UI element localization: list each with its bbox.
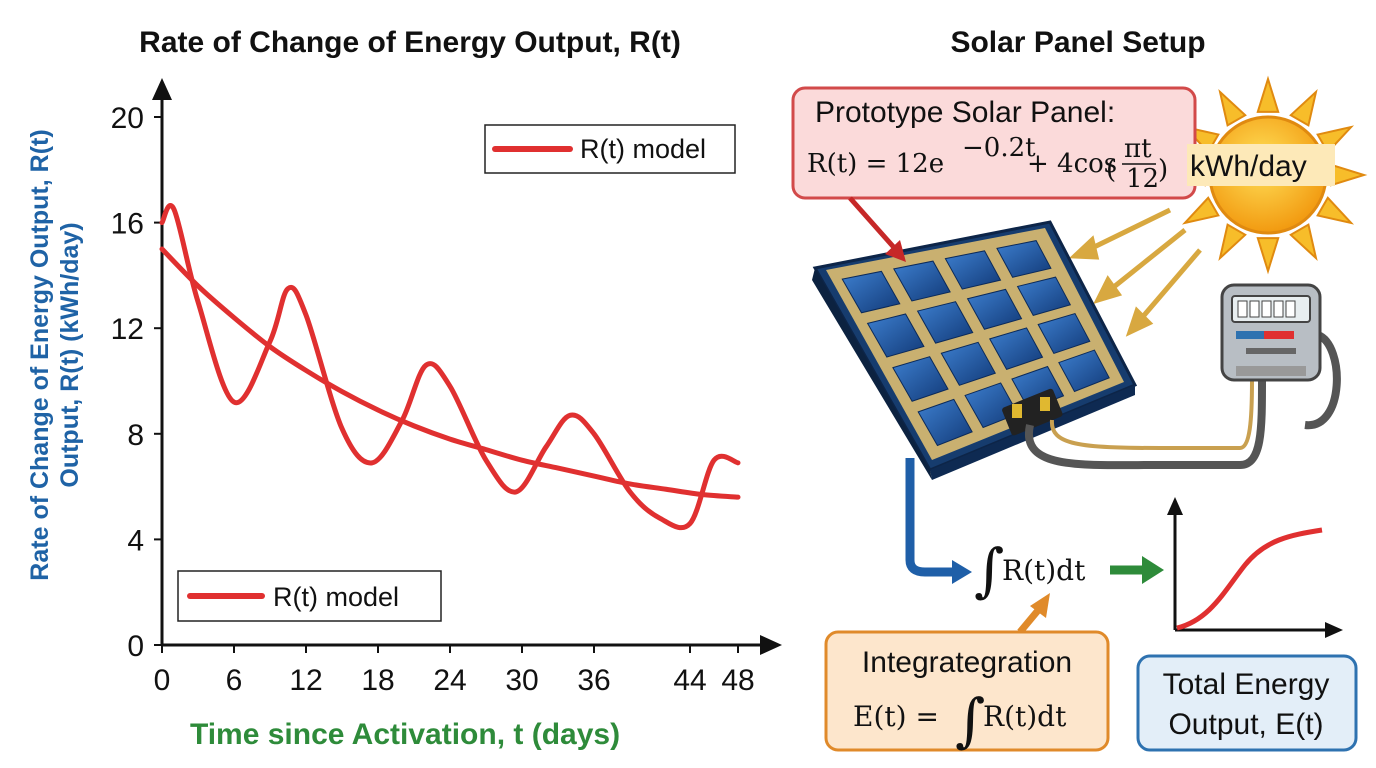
- series-group: [159, 203, 741, 531]
- solar-cell: [866, 313, 925, 358]
- flow-arrow-orange: [1017, 605, 1043, 635]
- solar-cell: [892, 356, 949, 402]
- solar-cell: [944, 250, 1002, 290]
- legend-top-label: R(t) model: [580, 134, 706, 164]
- sun-ray: [1316, 196, 1355, 225]
- series-line-oscillating: [159, 203, 741, 531]
- solar-cell: [917, 398, 973, 447]
- x-tick-label: 12: [289, 664, 322, 697]
- x-tick-label: 0: [154, 664, 171, 697]
- integral-sign: ∫: [974, 536, 1004, 604]
- solar-cell: [1037, 312, 1091, 355]
- sun-ray: [1256, 75, 1280, 113]
- solar-cell: [916, 301, 974, 344]
- x-tick-label: 18: [361, 664, 394, 697]
- unit-bg: [1187, 144, 1335, 186]
- sunlight-arrows-icon: [1068, 207, 1202, 337]
- sun-ray: [1256, 237, 1280, 275]
- legend-top: R(t) model: [484, 124, 736, 174]
- solar-cell: [966, 288, 1023, 330]
- y-tick-label: 0: [127, 630, 144, 663]
- solar-cell: [1058, 349, 1110, 393]
- legend-bottom-label: R(t) model: [273, 582, 399, 612]
- flow-arrowhead-green: [1142, 556, 1164, 584]
- integration-integral-sign: ∫: [955, 686, 985, 754]
- solar-cell: [893, 260, 951, 302]
- sun-ray: [1181, 196, 1220, 225]
- sun-ray: [1218, 223, 1247, 262]
- total-label-line2: Output, E(t): [1168, 708, 1323, 741]
- energy-mini-chart: [1167, 497, 1343, 638]
- diagram-title: Solar Panel Setup: [950, 26, 1205, 59]
- x-tick-label: 6: [226, 664, 243, 697]
- meter-cable: [1304, 331, 1341, 430]
- solar-panel-icon: [812, 220, 1138, 480]
- solar-cell: [841, 270, 901, 314]
- x-tick-label: 30: [505, 664, 538, 697]
- formula-unit: kWh/day: [1190, 150, 1307, 183]
- y-tick-label: 20: [111, 102, 144, 135]
- cable-inner: [1049, 379, 1254, 450]
- sun-ray: [1218, 88, 1247, 127]
- x-tick-label: 36: [577, 664, 610, 697]
- chart-title: Rate of Change of Energy Output, R(t): [139, 26, 681, 59]
- x-axis-arrow: [760, 635, 782, 655]
- solar-diagram: Solar Panel Setup: [791, 26, 1368, 754]
- formula-lhs: R(t) = 12e: [807, 149, 944, 179]
- formula-frac-num: πt: [1124, 134, 1152, 164]
- x-axis-label: Time since Activation, t (days): [190, 718, 620, 751]
- x-tick-label: 44: [673, 664, 706, 697]
- y-tick-label: 12: [111, 313, 144, 346]
- line-chart: Rate of Change of Energy Output, R(t) Ra…: [26, 26, 782, 751]
- integration-box: Integrategration E(t) = ∫ R(t)dt: [824, 630, 1110, 754]
- y-axis-arrow: [152, 78, 172, 100]
- formula-exponent: −0.2t: [962, 133, 1036, 163]
- callout-arrowhead: [885, 240, 906, 262]
- flow-arrowhead-blue: [952, 560, 972, 584]
- x-tick-label: 24: [433, 664, 466, 697]
- flow-arrowhead-orange: [1030, 593, 1050, 618]
- y-tick-label: 4: [127, 524, 144, 557]
- sun-ray: [1330, 163, 1368, 187]
- x-tick-label: 48: [721, 664, 754, 697]
- integration-label: Integrategration: [862, 646, 1072, 679]
- flow-arrow-blue: [905, 458, 955, 577]
- integral-expr: R(t)dt: [1002, 554, 1086, 587]
- sun-ray: [1289, 223, 1318, 262]
- paren-right: ): [1158, 155, 1168, 185]
- prototype-label: Prototype Solar Panel:: [815, 96, 1115, 129]
- formula-frac-den: 12: [1126, 164, 1159, 194]
- formula-cos: + 4cos: [1027, 149, 1117, 179]
- paren-left: (: [1106, 155, 1116, 185]
- sun-ray: [1289, 88, 1318, 127]
- solar-cell: [996, 240, 1052, 278]
- integration-formula-expr: R(t)dt: [983, 700, 1067, 733]
- cable: [1024, 379, 1266, 470]
- total-energy-box: Total Energy Output, E(t): [1136, 654, 1358, 752]
- y-axis-label-line1: Rate of Change of Energy Output, R(t): [26, 129, 54, 580]
- total-label-line1: Total Energy: [1163, 668, 1330, 701]
- y-tick-label: 8: [127, 419, 144, 452]
- prototype-callout: Prototype Solar Panel: R(t) = 12e −0.2t …: [791, 86, 1335, 200]
- energy-meter-icon: [1220, 283, 1322, 382]
- y-tick-label: 16: [111, 208, 144, 241]
- callout-arrow: [848, 196, 900, 254]
- y-axis-label: Rate of Change of Energy Output, R(t) Ou…: [26, 129, 84, 580]
- series-line-trend: [159, 246, 741, 500]
- solar-cell: [940, 341, 996, 386]
- legend-bottom: R(t) model: [177, 570, 442, 622]
- y-axis-label-line2: Output, R(t) (kWh/day): [56, 222, 84, 487]
- solar-cell: [989, 327, 1044, 370]
- solar-cell: [1016, 276, 1072, 316]
- integration-formula-lhs: E(t) =: [853, 700, 939, 733]
